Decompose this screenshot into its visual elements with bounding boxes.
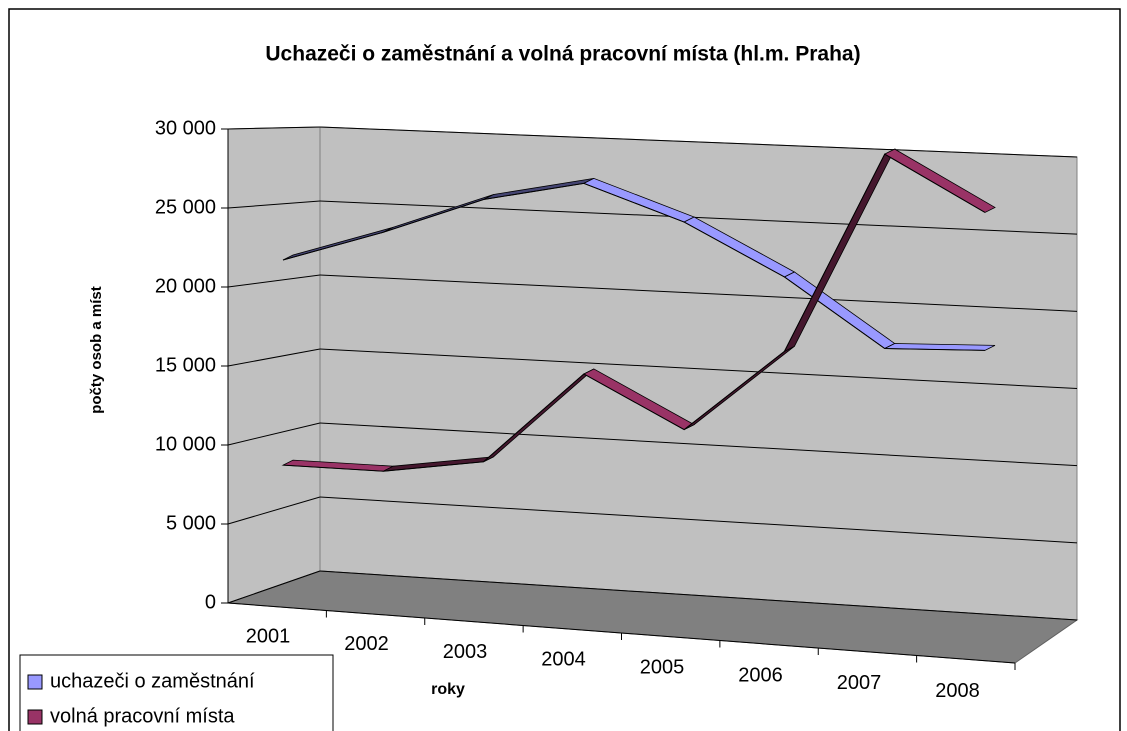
- grid-line: [319, 200, 1078, 235]
- back-wall: [319, 126, 1078, 621]
- grid-line: [227, 422, 321, 446]
- x-tick-label: 2001: [246, 625, 291, 647]
- x-tick-label: 2008: [935, 680, 980, 702]
- grid-line: [227, 274, 321, 288]
- legend-label: uchazeči o zaměstnání: [50, 670, 255, 692]
- x-axis-label: roky: [431, 681, 465, 698]
- x-tick-label: 2003: [443, 641, 488, 663]
- y-tick-label: 20 000: [155, 275, 216, 297]
- legend: [19, 654, 334, 731]
- x-tick-label: 2005: [640, 656, 685, 678]
- grid-line: [227, 570, 321, 604]
- legend-swatch: [27, 709, 43, 725]
- line: [282, 153, 986, 472]
- y-tick-label: 0: [205, 591, 216, 613]
- x-tick-label: 2002: [344, 633, 389, 655]
- x-tick-label: 2006: [738, 664, 783, 686]
- x-tick-label: 2004: [541, 649, 586, 671]
- y-tick-label: 30 000: [155, 117, 216, 139]
- legend-label: volná pracovní místa: [50, 705, 235, 727]
- y-tick-label: 15 000: [155, 354, 216, 376]
- chart-title: Uchazeči o zaměstnání a volná pracovní m…: [265, 43, 860, 66]
- y-tick-label: 5 000: [166, 512, 216, 534]
- grid-line: [319, 348, 1078, 389]
- y-tick-label: 10 000: [155, 433, 216, 455]
- grid-line: [319, 274, 1078, 312]
- grid-line: [319, 496, 1078, 544]
- grid-line: [227, 348, 321, 367]
- grid-line: [227, 496, 321, 525]
- grid-line: [227, 126, 321, 130]
- grid-line: [319, 570, 1078, 621]
- grid-line: [319, 126, 1078, 158]
- side-wall: [227, 126, 321, 604]
- grid-line: [319, 422, 1078, 467]
- grid-line: [227, 200, 321, 209]
- y-axis-label: počty osob a míst: [88, 286, 105, 414]
- x-tick-label: 2007: [837, 672, 882, 694]
- y-tick-label: 25 000: [155, 196, 216, 218]
- line: [282, 182, 986, 351]
- legend-swatch: [27, 674, 43, 690]
